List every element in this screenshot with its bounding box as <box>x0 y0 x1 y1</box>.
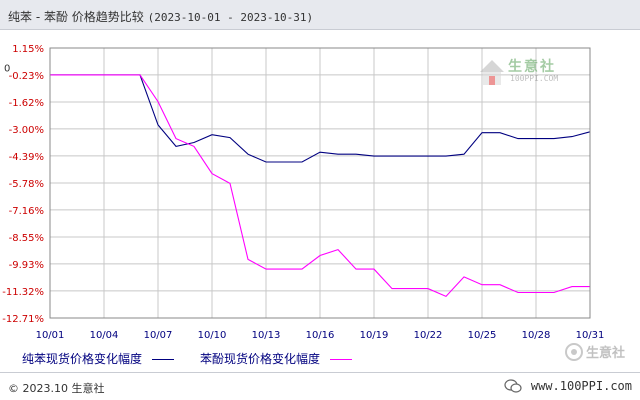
legend: 纯苯现货价格变化幅度 苯酚现货价格变化幅度 <box>0 342 640 372</box>
legend-item-benzene: 纯苯现货价格变化幅度 <box>22 350 175 367</box>
wechat-icon <box>504 379 522 393</box>
brand-watermark: 生意社 100PPI.COM <box>478 56 588 90</box>
x-axis-ticks: 10/01 10/04 10/07 10/10 10/13 10/16 10/19 10/22… <box>36 330 605 341</box>
footer: © 2023.10 生意社 www.100PPI.com <box>0 372 640 400</box>
x-tick-label: 10/01 <box>36 330 65 341</box>
y-tick-label: -4.39% <box>9 152 44 163</box>
chart-title: 纯苯 - 苯酚 价格趋势比较 (2023-10-01 - 2023-10-31) <box>8 8 313 25</box>
y-tick-label: -3.00% <box>9 125 44 136</box>
plot-area: 1.15%0-0.23% -1.62% -3.00% -4.39% -5.78% -7.1… <box>2 44 605 341</box>
title-bar: 纯苯 - 苯酚 价格趋势比较 (2023-10-01 - 2023-10-31) <box>0 0 640 30</box>
y-tick-label: 0 <box>4 63 10 74</box>
y-tick-label: -8.55% <box>9 233 44 244</box>
x-tick-label: 10/22 <box>414 330 443 341</box>
y-tick-label: -7.16% <box>9 206 44 217</box>
watermark-brand: 生意社 <box>508 59 556 75</box>
legend-item-phenol: 苯酚现货价格变化幅度 <box>200 350 353 367</box>
house-logo-icon <box>480 60 504 85</box>
series-line-phenol <box>50 74 590 298</box>
y-tick-label: -12.71% <box>2 314 44 325</box>
chart-title-main: 纯苯 - 苯酚 价格趋势比较 <box>8 10 144 24</box>
legend-swatch-benzene <box>152 359 175 360</box>
plot-border <box>49 47 591 319</box>
chart-title-range: (2023-10-01 - 2023-10-31) <box>147 11 314 24</box>
corner-watermark: 生意社 <box>564 340 634 364</box>
watermark-sub: 100PPI.COM <box>510 74 559 83</box>
y-tick-label: -1.62% <box>9 98 44 109</box>
x-tick-label: 10/25 <box>468 330 497 341</box>
corner-watermark-text: 生意社 <box>586 346 626 361</box>
y-tick-label: -0.23% <box>9 71 44 82</box>
legend-label-phenol: 苯酚现货价格变化幅度 <box>200 352 321 366</box>
legend-label-benzene: 纯苯现货价格变化幅度 <box>22 352 143 366</box>
series-line-benzene <box>50 74 591 163</box>
x-tick-label: 10/04 <box>90 330 119 341</box>
x-tick-label: 10/16 <box>306 330 335 341</box>
x-tick-label: 10/13 <box>252 330 281 341</box>
y-tick-label: -11.32% <box>2 287 44 298</box>
y-tick-label: -9.93% <box>9 260 44 271</box>
x-tick-label: 10/07 <box>144 330 173 341</box>
copyright-text: © 2023.10 生意社 <box>8 382 105 395</box>
y-tick-label: -5.78% <box>9 179 44 190</box>
x-tick-label: 10/10 <box>198 330 227 341</box>
y-axis-ticks: 1.15%0-0.23% -1.62% -3.00% -4.39% -5.78% -7.1… <box>2 44 44 325</box>
legend-swatch-phenol <box>330 359 353 360</box>
corner-logo-icon <box>565 343 583 361</box>
x-tick-label: 10/19 <box>360 330 389 341</box>
series-lines <box>50 74 591 298</box>
x-tick-label: 10/31 <box>576 330 605 341</box>
y-tick-label: 1.15% <box>12 44 44 55</box>
site-url: www.100PPI.com <box>530 379 632 393</box>
x-tick-label: 10/28 <box>522 330 551 341</box>
